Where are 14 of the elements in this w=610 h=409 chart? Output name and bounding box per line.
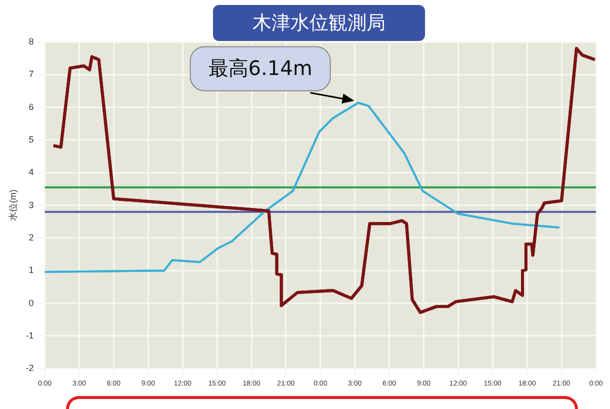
y-tick-label: 0 [28, 298, 34, 308]
y-tick-label: -2 [26, 363, 34, 374]
y-tick-label: 8 [28, 36, 34, 46]
chart-title: 木津水位観測局 [213, 5, 425, 41]
y-tick-label: -1 [26, 330, 34, 340]
y-tick-label: 3 [28, 200, 34, 210]
y-tick-label: 4 [28, 167, 34, 178]
y-tick-label: 1 [28, 265, 34, 276]
y-tick-label: 2 [28, 232, 34, 242]
y-tick-label: 6 [28, 102, 34, 112]
y-axis-title: 水位(m) [8, 190, 18, 222]
annotation: 最高6.14m [208, 56, 312, 80]
y-tick-label: 7 [28, 69, 34, 80]
y-tick-label: 5 [28, 134, 34, 144]
